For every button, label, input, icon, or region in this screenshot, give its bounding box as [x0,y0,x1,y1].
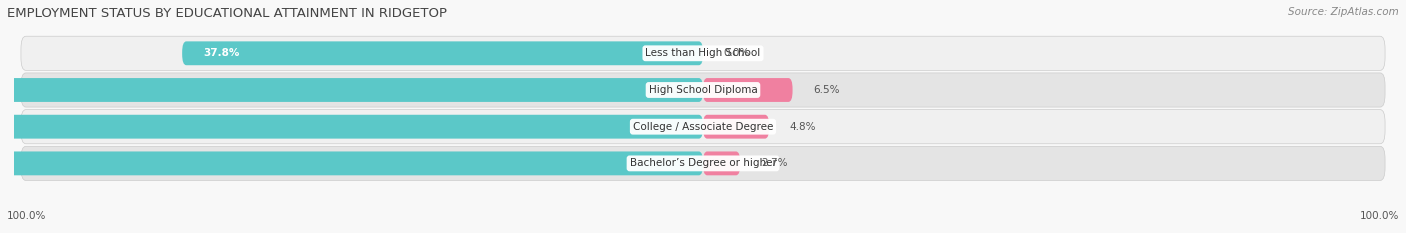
Text: 0.0%: 0.0% [724,48,749,58]
Text: 37.8%: 37.8% [202,48,239,58]
FancyBboxPatch shape [0,151,703,175]
FancyBboxPatch shape [21,146,1385,180]
FancyBboxPatch shape [0,78,703,102]
FancyBboxPatch shape [0,115,703,139]
Text: Less than High School: Less than High School [645,48,761,58]
Text: Bachelor’s Degree or higher: Bachelor’s Degree or higher [630,158,776,168]
Text: High School Diploma: High School Diploma [648,85,758,95]
FancyBboxPatch shape [21,110,1385,144]
Text: College / Associate Degree: College / Associate Degree [633,122,773,132]
Text: 2.7%: 2.7% [761,158,787,168]
FancyBboxPatch shape [21,36,1385,70]
Text: 4.8%: 4.8% [790,122,817,132]
Text: 100.0%: 100.0% [1360,211,1399,221]
FancyBboxPatch shape [703,151,740,175]
Text: Source: ZipAtlas.com: Source: ZipAtlas.com [1288,7,1399,17]
FancyBboxPatch shape [183,41,703,65]
Text: 100.0%: 100.0% [7,211,46,221]
Text: EMPLOYMENT STATUS BY EDUCATIONAL ATTAINMENT IN RIDGETOP: EMPLOYMENT STATUS BY EDUCATIONAL ATTAINM… [7,7,447,20]
FancyBboxPatch shape [21,73,1385,107]
FancyBboxPatch shape [703,78,793,102]
FancyBboxPatch shape [703,115,769,139]
Text: 6.5%: 6.5% [813,85,839,95]
